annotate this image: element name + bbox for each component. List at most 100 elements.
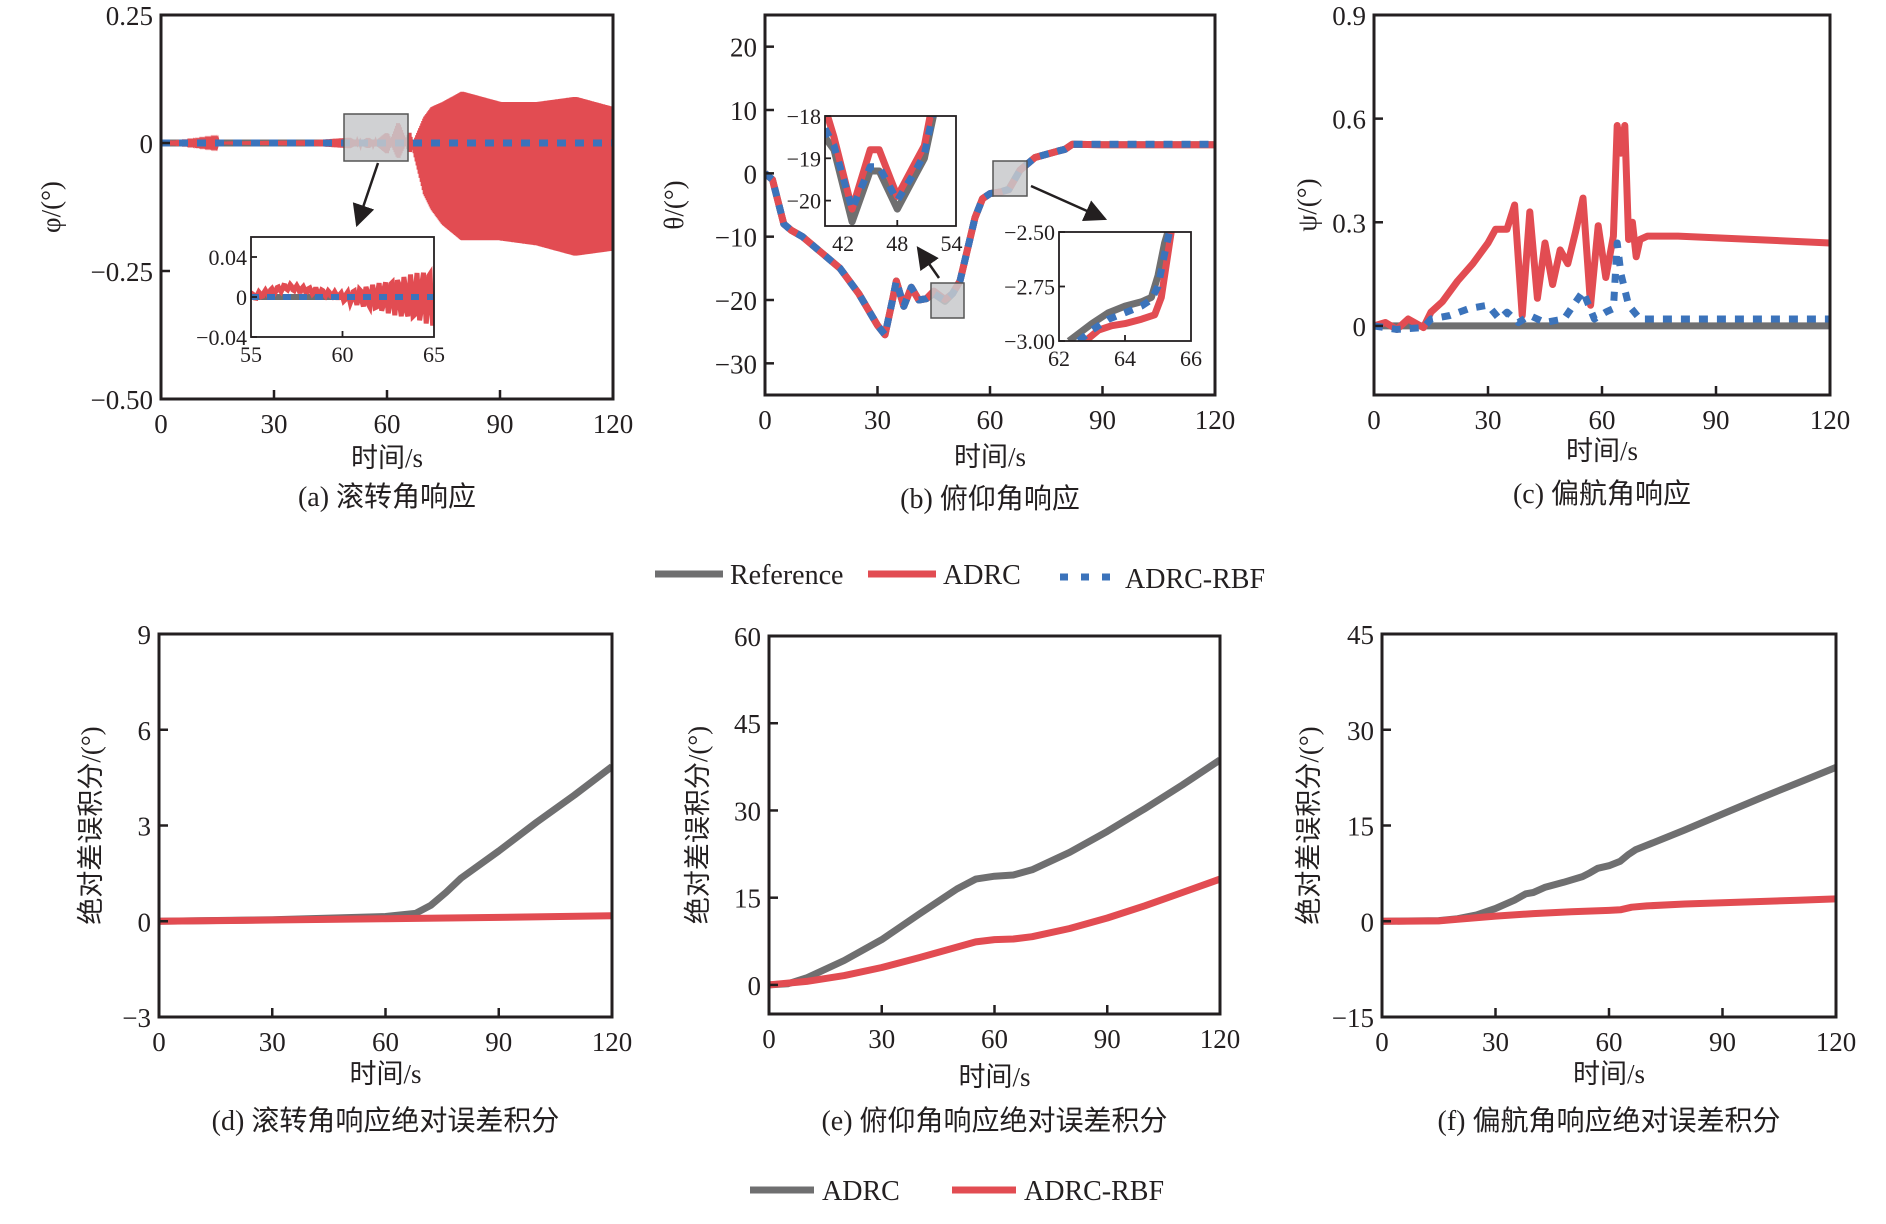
- x-tick-label: 120: [1816, 1027, 1857, 1057]
- inset-x-tick-label: 62: [1048, 346, 1070, 371]
- y-tick-label: −10: [715, 223, 757, 253]
- legend-label-adrc-rbf: ADRC-RBF: [1125, 564, 1265, 595]
- y-tick-label: 0.3: [1332, 208, 1366, 238]
- y-tick-label: 30: [734, 796, 761, 826]
- x-tick-label: 60: [1596, 1027, 1623, 1057]
- series-line-adrc-rbf: [825, 116, 937, 213]
- y-tick-label: 30: [1347, 716, 1374, 746]
- zoom-region-box: [930, 282, 965, 319]
- panel-c-yaw-response: 0 30 60 90 120 0.9 0.6 0.3 0 时间/s ψ/(°) (c) 偏航角响应: [1292, 1, 1850, 510]
- x-axis-label: 时间/s: [1573, 1059, 1645, 1089]
- x-tick-label: 90: [1089, 405, 1116, 435]
- x-tick-label: 120: [1810, 405, 1851, 435]
- y-tick-label: −3: [122, 1003, 151, 1033]
- legend-label-adrc-rbf-bottom: ADRC-RBF: [1024, 1176, 1164, 1207]
- plot-frame: [1372, 13, 1832, 397]
- x-axis-label: 时间/s: [349, 1059, 421, 1089]
- inset-frame: [824, 115, 957, 227]
- x-tick-label: 30: [259, 1027, 286, 1057]
- x-tick-label: 90: [1094, 1024, 1121, 1054]
- panel-caption: (c) 偏航角响应: [1513, 478, 1691, 510]
- y-tick-label: 0: [138, 907, 152, 937]
- zoom-arrow: [1030, 184, 1108, 222]
- inset-y-tick-label: 0.04: [209, 245, 248, 270]
- x-axis-label: 时间/s: [954, 442, 1026, 472]
- y-tick-label: 0.25: [106, 1, 153, 31]
- legend-top: Reference ADRC ADRC-RBF: [655, 560, 1265, 595]
- y-tick-label: 0: [1361, 907, 1375, 937]
- series-line-adrc-rbf: [765, 140, 1215, 339]
- inset-x-tick-label: 65: [423, 342, 445, 367]
- legend-bottom: ADRC ADRC-RBF: [750, 1176, 1164, 1207]
- x-tick-label: 30: [1475, 405, 1502, 435]
- inset-y-tick-label: −20: [787, 189, 821, 214]
- zoom-arrow: [352, 162, 380, 228]
- y-tick-label: 0: [744, 159, 758, 189]
- inset-y-tick-label: −2.50: [1004, 220, 1055, 245]
- legend-label-adrc: ADRC: [943, 560, 1021, 591]
- inset-x-tick-label: 55: [240, 342, 262, 367]
- y-tick-label: 0.6: [1332, 105, 1366, 135]
- y-tick-label: −30: [715, 349, 757, 379]
- inset-y-tick-label: 0: [236, 285, 247, 310]
- panel-caption: (e) 俯仰角响应绝对误差积分: [821, 1105, 1167, 1137]
- inset-x-tick-label: 42: [832, 231, 854, 256]
- y-tick-label: 0.9: [1332, 1, 1366, 31]
- y-axis-label: 绝对差误积分/(°): [1294, 726, 1324, 924]
- y-axis-label: φ/(°): [36, 181, 66, 233]
- series-line-adrc-rbf: [1076, 232, 1173, 341]
- plot-frame: [1380, 632, 1838, 1019]
- y-tick-label: −0.25: [91, 257, 153, 287]
- inset-y-tick-label: −0.04: [196, 325, 247, 350]
- inset-y-tick-label: −2.75: [1004, 275, 1055, 300]
- series-line-adrc: [825, 116, 934, 213]
- x-tick-label: 60: [1589, 405, 1616, 435]
- x-tick-label: 0: [152, 1027, 166, 1057]
- inset-y-tick-label: −18: [787, 104, 821, 129]
- y-tick-label: 10: [730, 96, 757, 126]
- y-tick-label: 45: [1347, 620, 1374, 650]
- y-tick-label: −20: [715, 286, 757, 316]
- series-line-adrc-rbf: [1374, 239, 1830, 333]
- y-tick-label: 60: [734, 622, 761, 652]
- x-tick-label: 90: [487, 409, 514, 439]
- x-tick-label: 60: [372, 1027, 399, 1057]
- inset-plot: 42 48 54 −18 −19 −20: [787, 104, 963, 256]
- x-tick-label: 90: [1709, 1027, 1736, 1057]
- y-tick-label: −0.50: [91, 385, 153, 415]
- y-tick-label: 0: [140, 129, 154, 159]
- x-axis-label: 时间/s: [958, 1062, 1030, 1092]
- y-tick-label: 45: [734, 709, 761, 739]
- panel-caption: (d) 滚转角响应绝对误差积分: [212, 1105, 560, 1137]
- zoom-arrow: [916, 246, 941, 279]
- legend-label-reference: Reference: [730, 560, 843, 591]
- panel-caption: (a) 滚转角响应: [298, 481, 476, 513]
- y-tick-label: −15: [1332, 1003, 1374, 1033]
- inset-x-tick-label: 48: [886, 231, 908, 256]
- series-line-adrc: [251, 265, 434, 326]
- x-axis-label: 时间/s: [1566, 436, 1638, 466]
- inset-plot: 55 60 65 0.04 0 −0.04: [196, 236, 445, 367]
- y-tick-label: 6: [138, 716, 152, 746]
- x-tick-label: 120: [593, 409, 634, 439]
- series-line-adrc: [769, 756, 1220, 989]
- x-tick-label: 0: [762, 1024, 776, 1054]
- plot-frame: [767, 634, 1222, 1016]
- x-tick-label: 60: [981, 1024, 1008, 1054]
- panel-caption: (b) 俯仰角响应: [900, 483, 1080, 515]
- x-tick-label: 30: [1482, 1027, 1509, 1057]
- series-line-adrc-rbf: [159, 912, 612, 925]
- series-line-adrc-rbf: [769, 875, 1220, 989]
- x-tick-label: 30: [864, 405, 891, 435]
- x-tick-label: 0: [1375, 1027, 1389, 1057]
- series-line-adrc: [159, 763, 612, 925]
- y-tick-label: 15: [734, 884, 761, 914]
- x-tick-label: 0: [154, 409, 168, 439]
- inset-x-tick-label: 64: [1114, 346, 1136, 371]
- y-axis-label: θ/(°): [659, 180, 689, 229]
- x-tick-label: 120: [1195, 405, 1236, 435]
- panel-b-pitch-response: 0 30 60 90 120 20 10 0 −10 −20 −30 时间/s θ/(°) (b) 俯仰角…: [659, 13, 1236, 515]
- x-tick-label: 120: [592, 1027, 633, 1057]
